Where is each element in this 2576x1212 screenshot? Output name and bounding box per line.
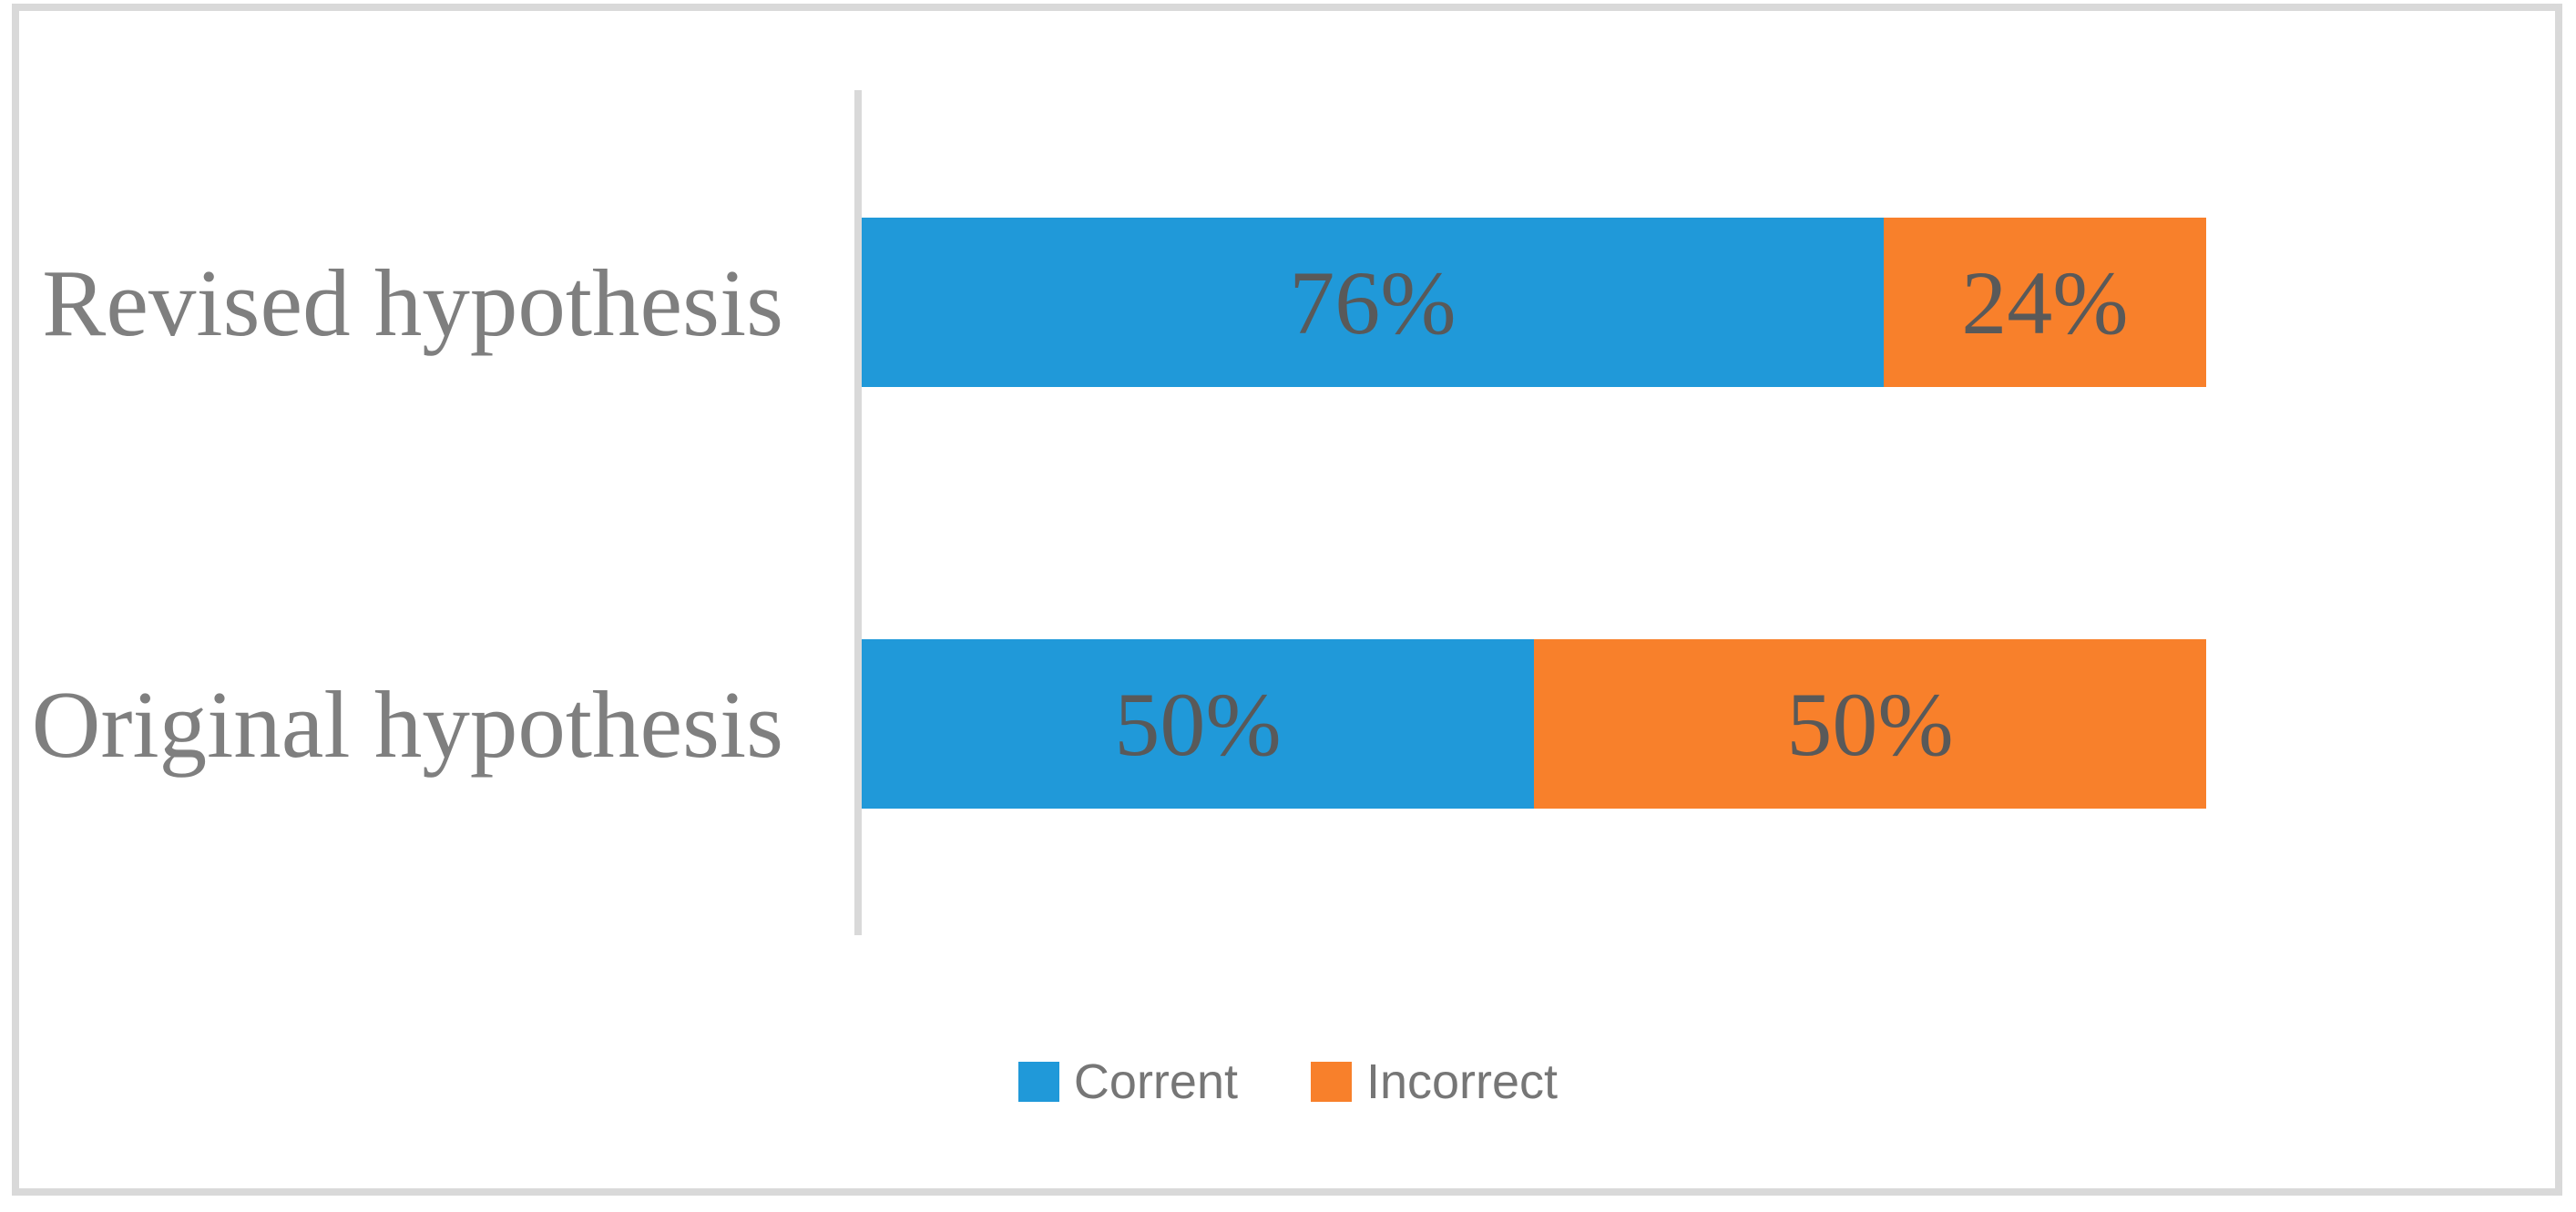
bar-segment-corrent-revised: 76% bbox=[862, 218, 1884, 387]
legend-swatch-corrent-icon bbox=[1017, 1062, 1059, 1102]
category-label-revised-hypothesis: Revised hypothesis bbox=[42, 249, 783, 356]
legend-item-incorrect: Incorrect bbox=[1310, 1054, 1559, 1110]
bar-track: 76% 24% bbox=[862, 218, 2206, 387]
bar-segment-incorrect-original: 50% bbox=[1534, 639, 2206, 809]
legend-label-incorrect: Incorrect bbox=[1365, 1054, 1559, 1109]
legend-item-corrent: Corrent bbox=[1017, 1054, 1238, 1110]
data-label-incorrect-original: 50% bbox=[1786, 673, 1954, 775]
bar-segment-corrent-original: 50% bbox=[862, 639, 1534, 809]
chart-legend: Corrent Incorrect bbox=[0, 1038, 2576, 1125]
category-label-original-hypothesis: Original hypothesis bbox=[31, 670, 783, 778]
data-label-corrent-revised: 76% bbox=[1289, 251, 1457, 353]
bar-row-original-hypothesis: Original hypothesis 50% 50% bbox=[0, 639, 2576, 809]
bar-row-revised-hypothesis: Revised hypothesis 76% 24% bbox=[0, 218, 2576, 387]
chart-border-frame bbox=[12, 4, 2562, 1196]
bar-segment-incorrect-revised: 24% bbox=[1883, 218, 2206, 387]
legend-swatch-incorrect-icon bbox=[1310, 1062, 1352, 1102]
data-label-incorrect-revised: 24% bbox=[1961, 251, 2129, 353]
bar-track: 50% 50% bbox=[862, 639, 2206, 809]
legend-label-corrent: Corrent bbox=[1073, 1054, 1238, 1109]
data-label-corrent-original: 50% bbox=[1114, 673, 1282, 775]
category-axis-line bbox=[854, 90, 862, 935]
